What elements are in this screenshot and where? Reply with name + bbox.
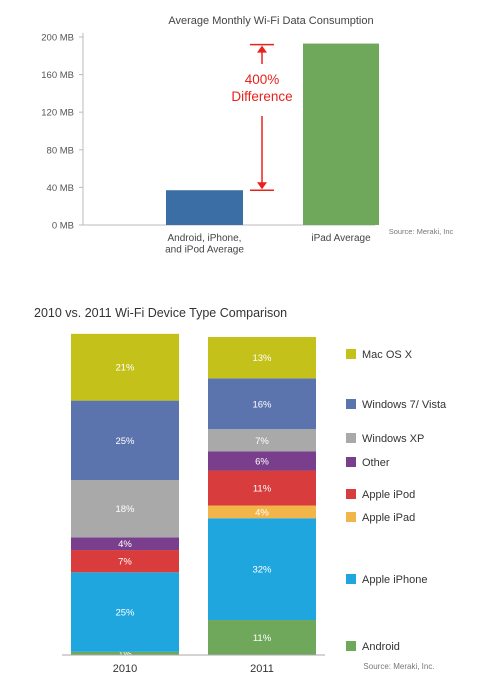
stacked-bar-segment xyxy=(71,537,179,551)
segment-data-label: 1% xyxy=(118,649,132,660)
segment-data-label: 7% xyxy=(118,557,132,568)
segment-data-label: 21% xyxy=(115,363,135,374)
chart1-title: Average Monthly Wi-Fi Data Consumption xyxy=(168,15,373,27)
segment-data-label: 11% xyxy=(253,484,272,495)
chart1-x-tick-label: iPad Average xyxy=(311,233,371,244)
legend-swatch xyxy=(346,512,356,522)
legend-swatch xyxy=(346,399,356,409)
annotation-arrowhead-down xyxy=(257,182,267,190)
legend-swatch xyxy=(346,457,356,467)
chart2-title: 2010 vs. 2011 Wi-Fi Device Type Comparis… xyxy=(34,306,287,320)
segment-data-label: 6% xyxy=(255,457,269,468)
chart1-source: Source: Meraki, Inc xyxy=(389,227,454,236)
segment-data-label: 7% xyxy=(255,436,269,447)
chart1-y-tick-label: 40 MB xyxy=(47,183,74,194)
segment-data-label: 16% xyxy=(252,399,272,410)
stacked-bar-segment xyxy=(71,480,179,538)
annotation-arrowhead-up xyxy=(257,45,267,53)
segment-data-label: 18% xyxy=(115,504,135,515)
stacked-bar-segment xyxy=(208,620,316,655)
stacked-bar-segment xyxy=(71,333,179,401)
stacked-bar-segment xyxy=(208,429,316,452)
chart1-y-tick-label: 0 MB xyxy=(52,221,74,232)
legend-swatch xyxy=(346,574,356,584)
stacked-bar-segment xyxy=(71,651,179,655)
chart1-bar xyxy=(303,43,379,225)
segment-data-label: 11% xyxy=(253,633,272,644)
legend-swatch xyxy=(346,349,356,359)
legend-swatch xyxy=(346,641,356,651)
chart2-source: Source: Meraki, Inc. xyxy=(363,662,434,671)
legend-label: Apple iPod xyxy=(362,489,415,501)
stacked-bar-segment xyxy=(208,470,316,506)
legend-label: Android xyxy=(362,641,400,653)
stacked-bar-segment xyxy=(71,572,179,652)
stacked-bar-segment xyxy=(208,451,316,471)
stacked-bar-segment xyxy=(208,378,316,430)
legend-swatch xyxy=(346,433,356,443)
legend-label: Other xyxy=(362,457,390,469)
stacked-bar-segment xyxy=(208,505,316,519)
stacked-bar-segment xyxy=(71,400,179,481)
chart1-y-tick-label: 200 MB xyxy=(41,33,74,44)
stacked-bar-segment xyxy=(208,518,316,621)
stacked-bar-segment xyxy=(208,337,316,379)
segment-data-label: 32% xyxy=(252,565,272,576)
segment-data-label: 13% xyxy=(252,353,272,364)
legend-swatch xyxy=(346,489,356,499)
chart2-x-tick-label: 2010 xyxy=(113,663,137,675)
segment-data-label: 4% xyxy=(255,507,269,518)
segment-data-label: 25% xyxy=(115,608,135,619)
stacked-bar-segment xyxy=(71,550,179,573)
chart1-bar xyxy=(166,190,243,225)
chart1-y-tick-label: 160 MB xyxy=(41,70,74,81)
chart1-x-tick-label: and iPod Average xyxy=(165,245,244,256)
annotation-label: Difference xyxy=(231,89,292,104)
segment-data-label: 4% xyxy=(118,539,132,550)
segment-data-label: 25% xyxy=(115,436,135,447)
chart1-y-tick-label: 80 MB xyxy=(47,145,74,156)
legend-label: Mac OS X xyxy=(362,349,413,361)
legend-label: Apple iPad xyxy=(362,512,415,524)
legend-label: Apple iPhone xyxy=(362,574,427,586)
annotation-label: 400% xyxy=(245,72,280,87)
chart2-x-tick-label: 2011 xyxy=(250,663,274,675)
chart1-y-tick-label: 120 MB xyxy=(41,108,74,119)
legend-label: Windows 7/ Vista xyxy=(362,399,447,411)
chart1-x-tick-label: Android, iPhone, xyxy=(168,233,242,244)
legend-label: Windows XP xyxy=(362,433,424,445)
